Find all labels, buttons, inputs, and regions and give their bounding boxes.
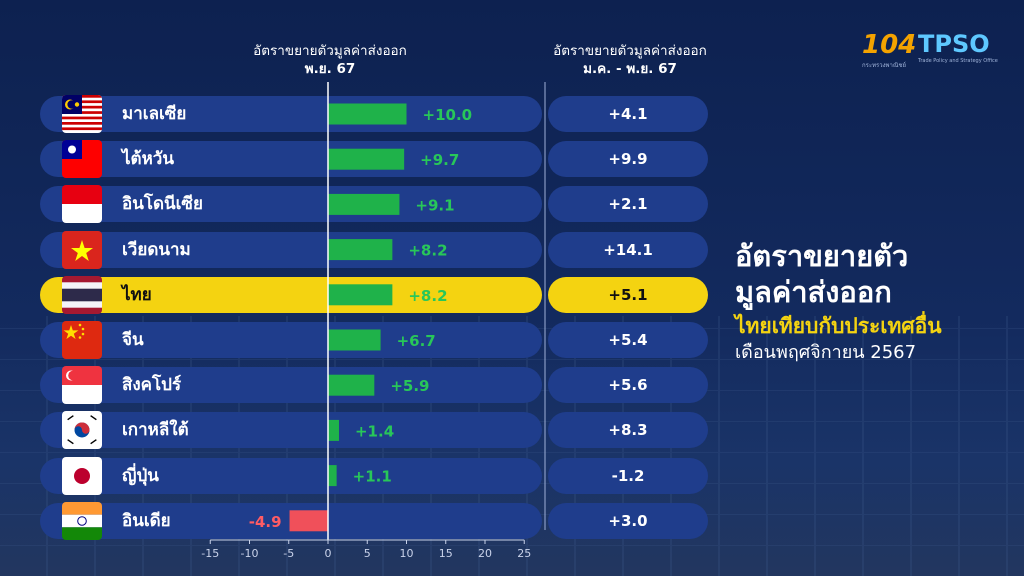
ytd-bg-5 xyxy=(548,322,708,358)
x-tick-label-3: 0 xyxy=(325,547,332,560)
row-bg-2 xyxy=(40,186,542,223)
ytd-bg-8 xyxy=(548,457,708,494)
ytd-value: +5.1 xyxy=(608,285,648,304)
south-korea-flag-icon xyxy=(62,411,102,450)
ytd-value: -1.2 xyxy=(611,466,645,485)
ytd-value: +14.1 xyxy=(603,240,653,259)
bar-label-6: +5.9 xyxy=(390,377,429,395)
header-nov: อัตราขยายตัวมูลค่าส่งออก พ.ย. 67 xyxy=(230,42,430,78)
tpso-logo-sub: Trade Policy and Strategy Office xyxy=(918,58,998,64)
x-tick-label-8: 25 xyxy=(517,547,531,560)
ytd-bg-9 xyxy=(548,502,708,539)
country-name: มาเลเซีย xyxy=(122,104,187,124)
country-name: ไทย xyxy=(122,284,152,305)
country-name: ญี่ปุ่น xyxy=(122,465,159,486)
header-ytd-title: อัตราขยายตัวมูลค่าส่งออก xyxy=(553,43,707,59)
header-nov-period: พ.ย. 67 xyxy=(304,61,356,77)
country-name: เวียดนาม xyxy=(122,239,191,260)
country-name: จีน xyxy=(122,330,144,350)
thailand-flag-icon xyxy=(62,275,102,314)
row-bg-0 xyxy=(40,96,542,132)
ytd-bg-3 xyxy=(548,231,708,268)
bar-2 xyxy=(328,193,400,215)
tpso-logo: TPSO Trade Policy and Strategy Office xyxy=(918,30,998,64)
bar-3 xyxy=(328,239,393,261)
singapore-flag-icon xyxy=(62,366,102,405)
ytd-value: +8.3 xyxy=(608,421,648,440)
row-bg-5 xyxy=(40,322,542,358)
ytd-bg-2 xyxy=(548,186,708,223)
row-bg-6 xyxy=(40,367,542,404)
vietnam-flag-icon xyxy=(62,230,102,269)
x-tick-label-6: 15 xyxy=(439,547,453,560)
ytd-value: +5.6 xyxy=(608,376,648,395)
title-subtitle: ไทยเทียบกับประเทศอื่น xyxy=(735,314,942,338)
x-tick-label-5: 10 xyxy=(400,547,414,560)
ytd-bg-6 xyxy=(548,367,708,404)
bar-label-3: +8.2 xyxy=(408,242,447,260)
bar-label-7: +1.4 xyxy=(355,422,394,440)
ytd-value: +5.4 xyxy=(608,331,648,349)
title-line1: อัตราขยายตัว xyxy=(735,239,909,273)
bar-0 xyxy=(328,103,407,125)
anniversary-logo-text: 104 xyxy=(862,30,917,60)
country-name: สิงคโปร์ xyxy=(122,375,182,396)
ytd-bg-7 xyxy=(548,412,708,449)
bar-5 xyxy=(328,329,381,351)
bar-label-4: +8.2 xyxy=(408,287,447,305)
title-date: เดือนพฤศจิกายน 2567 xyxy=(735,342,917,363)
anniversary-logo: 104 กระทรวงพาณิชย์ xyxy=(862,30,916,70)
bar-label-0: +10.0 xyxy=(423,106,473,124)
country-name: เกาหลีใต้ xyxy=(122,420,189,441)
bar-label-5: +6.7 xyxy=(397,332,436,350)
x-tick-label-1: -10 xyxy=(241,547,259,560)
bar-label-9: -4.9 xyxy=(249,513,282,531)
row-bg-1 xyxy=(40,141,542,178)
title-line2: มูลค่าส่งออก xyxy=(735,275,892,309)
bar-label-2: +9.1 xyxy=(415,196,454,214)
x-tick-label-0: -15 xyxy=(201,547,219,560)
header-ytd-period: ม.ค. - พ.ย. 67 xyxy=(583,61,677,77)
tpso-logo-text: TPSO xyxy=(918,30,990,58)
bar-label-8: +1.1 xyxy=(353,468,392,486)
ytd-value: +2.1 xyxy=(608,195,648,214)
ytd-bg-1 xyxy=(548,141,708,178)
ytd-value: +3.0 xyxy=(608,511,648,530)
x-tick-label-7: 20 xyxy=(478,547,492,560)
bar-6 xyxy=(328,374,375,396)
bar-8 xyxy=(328,465,337,487)
country-name: ไต้หวัน xyxy=(122,149,174,170)
india-flag-icon xyxy=(62,501,102,540)
ytd-bg-4 xyxy=(548,276,708,313)
row-bg-4 xyxy=(40,276,542,313)
bar-7 xyxy=(328,419,339,441)
header-ytd: อัตราขยายตัวมูลค่าส่งออก ม.ค. - พ.ย. 67 xyxy=(530,42,730,78)
row-bg-7 xyxy=(40,412,542,449)
indonesia-flag-icon xyxy=(62,185,102,224)
china-flag-icon xyxy=(62,321,102,359)
bar-1 xyxy=(328,148,405,170)
bar-9 xyxy=(289,510,328,532)
japan-flag-icon xyxy=(62,456,102,495)
x-tick-label-2: -5 xyxy=(283,547,294,560)
row-bg-8 xyxy=(40,457,542,494)
taiwan-flag-icon xyxy=(62,140,102,179)
header-nov-title: อัตราขยายตัวมูลค่าส่งออก xyxy=(253,43,407,59)
bar-4 xyxy=(328,284,393,306)
country-name: อินโดนีเซีย xyxy=(122,194,203,215)
x-tick-label-4: 5 xyxy=(364,547,371,560)
ytd-bg-0 xyxy=(548,96,708,132)
country-name: อินเดีย xyxy=(122,510,171,531)
bar-label-1: +9.7 xyxy=(420,151,459,169)
ytd-value: +4.1 xyxy=(608,105,648,123)
anniversary-logo-sub: กระทรวงพาณิชย์ xyxy=(862,62,907,69)
title-block: อัตราขยายตัว มูลค่าส่งออก ไทยเทียบกับประ… xyxy=(735,238,1015,366)
row-bg-3 xyxy=(40,231,542,268)
ytd-value: +9.9 xyxy=(608,150,648,169)
malaysia-flag-icon xyxy=(62,95,102,133)
